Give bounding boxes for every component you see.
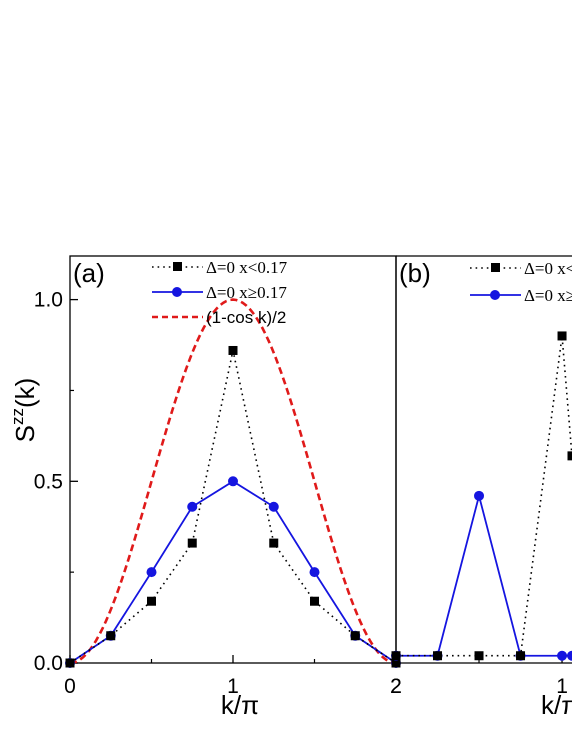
series-black-point: [187, 538, 197, 548]
series-blue-line: [69, 480, 397, 664]
series-b-blue-point: [474, 490, 485, 501]
series-black-point: [310, 596, 319, 606]
panel-b-tick-labels: 1: [556, 675, 568, 698]
legend-label-series-2: Δ=0 x≥0.17: [206, 283, 287, 302]
series-black-point: [147, 596, 156, 606]
series-b-black-point: [474, 651, 484, 661]
legend-marker-circle: [172, 287, 182, 297]
series-b-blue-point: [567, 650, 572, 661]
y-axis-label: Szz(k): [8, 378, 40, 443]
panel-a-legend: Δ=0 x<0.17 Δ=0 x≥0.17 (1-cos k)/2: [152, 258, 288, 327]
legend-label-series-3: (1-cos k)/2: [206, 308, 286, 327]
y-tick-label: 0.5: [34, 470, 63, 493]
panel-a: 0 1 20.00.51.02 (a) Szz(k) k/π Δ=0 x<0.17 …: [8, 255, 402, 720]
series-b-black-line: [396, 335, 572, 657]
legend-label-b-series-2: Δ=0 x≥: [524, 286, 572, 305]
x-tick-label: 1: [556, 675, 568, 698]
series-black-point: [106, 631, 116, 641]
series-black-point: [65, 658, 75, 668]
series-b-black-point: [557, 331, 567, 341]
x-tick-label: 0: [64, 675, 76, 698]
series-blue-point: [228, 476, 238, 487]
series-black-point: [350, 631, 360, 641]
legend-marker-square: [173, 262, 182, 271]
series-b-blue-line: [396, 492, 572, 657]
y-axis-label-tail: (k): [10, 378, 40, 408]
series-b-blue-point: [557, 650, 568, 661]
panel-b-series: [391, 331, 572, 661]
series-b-black-point: [567, 451, 572, 461]
panel-b-legend: Δ=0 x< Δ=0 x≥: [470, 259, 572, 305]
legend-marker-circle: [490, 290, 500, 300]
panel-b-label: (b): [399, 258, 431, 288]
panel-a-x-axis-label: k/π: [221, 690, 259, 720]
series-black-point: [269, 538, 279, 548]
x-tick-label: 1: [227, 675, 239, 698]
series-blue-point: [309, 567, 320, 578]
series-b-black-point: [433, 651, 443, 661]
series-blue-point: [146, 567, 157, 578]
series-blue-point: [268, 501, 279, 512]
legend-marker-square: [491, 263, 500, 272]
series-b-black-point: [516, 651, 526, 661]
panel-a-series: [65, 298, 401, 668]
series-blue-point: [187, 501, 198, 512]
y-tick-label: 1.0: [34, 289, 63, 312]
svg-text:Szz(k): Szz(k): [8, 378, 40, 443]
legend-label-series-1: Δ=0 x<0.17: [206, 258, 288, 277]
legend-label-b-series-1: Δ=0 x<: [524, 259, 572, 278]
series-black-line: [69, 350, 397, 664]
y-axis-label-sup: zz: [8, 408, 27, 425]
panel-b: 1 (b) k/π Δ=0 x< Δ=0 x≥: [391, 255, 572, 720]
panel-b-x-axis-label: k/π: [541, 690, 572, 720]
x-tick-label-boundary: 2: [390, 675, 402, 698]
y-tick-label: 0.0: [34, 652, 63, 675]
panel-a-tick-labels: 0 1 20.00.51.02: [34, 289, 402, 698]
y-axis-label-base: S: [10, 425, 40, 442]
x-tick-label: 2: [390, 675, 402, 698]
panel-a-label: (a): [73, 258, 105, 288]
series-cosine-line: [69, 298, 397, 665]
series-black-point: [228, 345, 238, 355]
series-b-black-point: [391, 651, 401, 661]
